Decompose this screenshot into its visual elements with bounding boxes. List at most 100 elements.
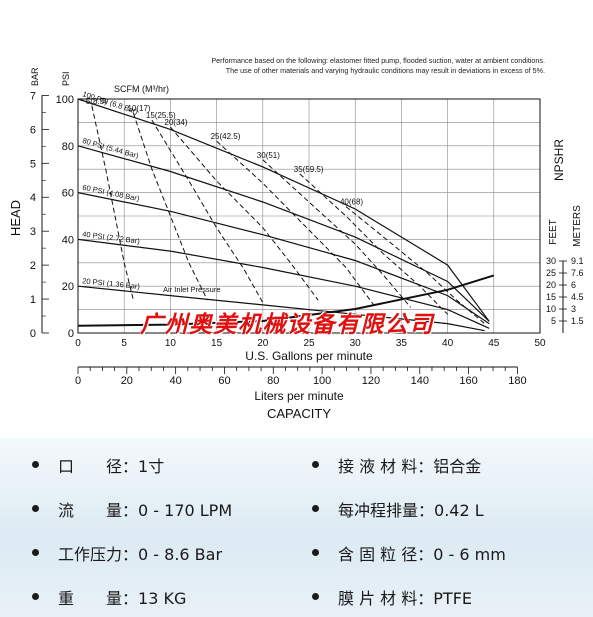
lpm-tick-label: 20 bbox=[121, 375, 133, 387]
psi-tick-label: 80 bbox=[62, 141, 74, 153]
x-tick-label: 15 bbox=[211, 338, 223, 349]
spec-value: 0 - 170 LPM bbox=[138, 501, 233, 520]
x-tick-label: 35 bbox=[396, 338, 408, 349]
pump-performance-chart: 0 5 10 15 20 25 30 35 40 45 50 U.S. Gallons per min… bbox=[8, 67, 584, 421]
bar-unit-label: BAR bbox=[30, 67, 40, 86]
x-tick-label: 25 bbox=[303, 338, 315, 349]
spec-item: 流 量：0 - 170 LPM bbox=[58, 497, 232, 521]
npshr-curve bbox=[77, 274, 495, 327]
lpm-tick-label: 140 bbox=[411, 375, 429, 387]
air-consumption-curve bbox=[151, 119, 264, 303]
spec-value: 13 KG bbox=[138, 589, 187, 608]
npshr-feet-tick-label: 10 bbox=[546, 304, 556, 314]
npshr-meter-tick-label: 9.1 bbox=[571, 256, 584, 266]
air-consumption-curve bbox=[216, 140, 375, 306]
x-tick-label: 45 bbox=[488, 338, 500, 349]
spec-panel: 口 径：1寸 接 液 材 料：铝合金 流 量：0 - 170 LPM 每冲程排量… bbox=[0, 438, 593, 617]
lpm-axis-label: Liters per minute bbox=[254, 389, 344, 403]
lpm-tick-label: 80 bbox=[267, 375, 279, 387]
psi-tick-label: 0 bbox=[68, 328, 74, 340]
pressure-curve bbox=[77, 285, 485, 332]
bullet-icon bbox=[312, 461, 319, 468]
air-consumption-label: 35(59.5) bbox=[294, 165, 324, 174]
air-consumption-curve bbox=[262, 159, 411, 308]
x-tick-label: 20 bbox=[257, 338, 269, 349]
lpm-tick-label: 100 bbox=[313, 375, 331, 387]
npshr-meter-tick-label: 1.5 bbox=[571, 316, 584, 326]
capacity-label: CAPACITY bbox=[267, 406, 331, 421]
bullet-icon bbox=[312, 549, 319, 556]
x-tick-label: 30 bbox=[350, 338, 362, 349]
lpm-tick-label: 180 bbox=[508, 375, 526, 387]
spec-label: 重 量： bbox=[58, 589, 139, 608]
npshr-meter-tick-label: 7.6 bbox=[571, 268, 584, 278]
spec-item: 每冲程排量：0.42 L bbox=[338, 497, 484, 521]
npshr-meter-tick-label: 6 bbox=[571, 280, 576, 290]
bar-tick-label: 2 bbox=[30, 260, 36, 272]
spec-label: 膜 片 材 料： bbox=[338, 589, 434, 608]
lpm-tick-label: 0 bbox=[75, 375, 81, 387]
air-consumption-label: 20(34) bbox=[164, 118, 187, 127]
x-tick-label: 5 bbox=[121, 338, 127, 349]
spec-item: 膜 片 材 料：PTFE bbox=[338, 585, 472, 609]
air-consumption-curve bbox=[299, 173, 448, 315]
spec-label: 流 量： bbox=[58, 501, 139, 520]
air-consumption-label: 5(8.5) bbox=[86, 97, 107, 106]
npshr-feet-tick-label: 5 bbox=[551, 316, 556, 326]
performance-note: Performance based on the following: elas… bbox=[115, 56, 545, 76]
spec-item: 口 径：1寸 bbox=[58, 453, 164, 477]
inlet-pressure-label: Air Inlet Pressure bbox=[163, 285, 221, 294]
air-consumption-curve bbox=[345, 206, 485, 324]
x-axis-label: U.S. Gallons per minute bbox=[245, 349, 373, 363]
npshr-label: NPSHR bbox=[552, 139, 566, 181]
bar-tick-label: 1 bbox=[30, 294, 36, 306]
spec-value: 铝合金 bbox=[433, 457, 482, 476]
pressure-curve-label: 60 PSI (4.08 Bar) bbox=[82, 183, 141, 203]
bar-tick-label: 7 bbox=[30, 90, 36, 102]
bullet-icon bbox=[312, 505, 319, 512]
psi-tick-label: 20 bbox=[62, 281, 74, 293]
lpm-tick-label: 120 bbox=[362, 375, 380, 387]
spec-label: 接 液 材 料： bbox=[338, 457, 434, 476]
air-consumption-label: 25(42.5) bbox=[211, 132, 241, 141]
spec-label: 含 固 粒 径： bbox=[338, 545, 434, 564]
npshr-feet-label: FEET bbox=[548, 219, 559, 245]
air-consumption-label: 10(17) bbox=[127, 104, 150, 113]
spec-item: 重 量：13 KG bbox=[58, 585, 186, 609]
npshr-meter-tick-label: 4.5 bbox=[571, 292, 584, 302]
bullet-icon bbox=[32, 593, 39, 600]
bar-tick-label: 5 bbox=[30, 158, 36, 170]
spec-label: 口 径： bbox=[58, 457, 139, 476]
air-consumption-label: 40(68) bbox=[340, 198, 363, 207]
air-consumption-curve bbox=[91, 105, 134, 301]
air-consumption-label: 15(25.5) bbox=[146, 111, 176, 120]
npshr-feet-tick-label: 15 bbox=[546, 292, 556, 302]
npshr-feet-tick-label: 25 bbox=[546, 268, 556, 278]
bullet-icon bbox=[32, 549, 39, 556]
lpm-tick-label: 60 bbox=[218, 375, 230, 387]
spec-value: 0 - 6 mm bbox=[433, 545, 506, 564]
npshr-meter-tick-label: 3 bbox=[571, 304, 576, 314]
chart-svg: 0 5 10 15 20 25 30 35 40 45 50U.S. Gallons per min… bbox=[8, 67, 584, 421]
bullet-icon bbox=[312, 593, 319, 600]
psi-tick-label: 40 bbox=[62, 234, 74, 246]
spec-value: 0.42 L bbox=[434, 501, 484, 520]
company-watermark: 广州奥美机械设备有限公司 bbox=[140, 312, 434, 338]
x-tick-label: 40 bbox=[442, 338, 454, 349]
lpm-tick-label: 160 bbox=[459, 375, 477, 387]
bar-tick-label: 6 bbox=[30, 124, 36, 136]
bar-tick-label: 0 bbox=[30, 328, 36, 340]
npshr-meters-label: METERS bbox=[572, 205, 583, 247]
pressure-curve-label: 20 PSI (1.36 Bar) bbox=[82, 276, 141, 291]
bar-tick-label: 3 bbox=[30, 226, 36, 238]
air-consumption-label: 30(51) bbox=[257, 151, 280, 160]
lpm-tick-label: 40 bbox=[170, 375, 182, 387]
psi-tick-label: 60 bbox=[62, 188, 74, 200]
spec-value: 0 - 8.6 Bar bbox=[138, 545, 223, 564]
performance-note-line2: The use of other materials and varying h… bbox=[225, 66, 545, 75]
plot-frame bbox=[77, 98, 541, 334]
spec-label: 工作压力： bbox=[58, 545, 139, 564]
bullet-icon bbox=[32, 505, 39, 512]
bullet-icon bbox=[32, 461, 39, 468]
x-tick-label: 0 bbox=[75, 338, 81, 349]
